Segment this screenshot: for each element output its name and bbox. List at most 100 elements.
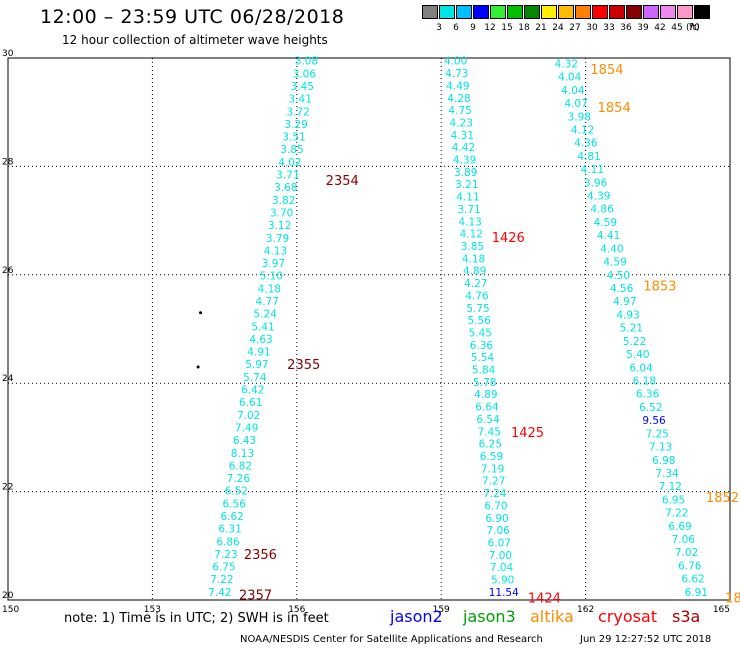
satellite-legend-item: altika [530, 607, 574, 626]
wave-height-value: 6.75 [212, 562, 235, 574]
wave-height-value: 4.49 [446, 80, 469, 92]
satellite-legend-item: s3a [672, 607, 701, 626]
wave-height-value: 4.89 [474, 389, 497, 401]
pass-time-label: 1852 [706, 491, 739, 506]
wave-height-value: 7.24 [483, 488, 507, 500]
color-scale-label: 42 [654, 23, 666, 33]
color-scale-label: 15 [501, 23, 513, 33]
wave-height-value: 11.54 [489, 587, 519, 599]
wave-height-value: 3.72 [286, 106, 309, 118]
wave-height-value: 3.71 [276, 170, 299, 182]
wave-height-value: 7.02 [675, 547, 698, 559]
wave-height-value: 4.31 [451, 130, 474, 142]
wave-height-value: 7.19 [481, 463, 504, 475]
page-title: 12:00 – 23:59 UTC 06/28/2018 [40, 6, 345, 28]
wave-height-value: 6.69 [668, 521, 691, 533]
color-swatch [473, 5, 489, 19]
wave-height-value: 5.54 [471, 352, 495, 364]
wave-height-value: 4.36 [574, 138, 598, 150]
wave-height-value: 3.79 [266, 233, 289, 245]
pass-time-label: 1853 [643, 280, 676, 295]
island-dot [196, 365, 200, 369]
wave-height-value: 4.04 [561, 85, 585, 97]
wave-height-value: 3.68 [274, 182, 297, 194]
pass-time-label: 1851 [725, 591, 740, 606]
wave-height-value: 6.76 [678, 560, 702, 572]
color-swatch [626, 5, 642, 19]
wave-height-value: 7.25 [646, 428, 669, 440]
wave-height-value: 6.54 [476, 414, 500, 426]
color-scale-label: 21 [535, 23, 547, 33]
wave-height-value: 6.91 [685, 587, 708, 599]
wave-height-value: 5.75 [466, 303, 489, 315]
wave-height-value: 5.84 [472, 365, 496, 377]
wave-height-value: 4.77 [256, 296, 279, 308]
wave-height-value: 6.98 [652, 455, 675, 467]
wave-height-value: 4.11 [581, 164, 604, 176]
color-swatch [660, 5, 676, 19]
wave-height-value: 4.89 [463, 266, 486, 278]
wave-height-value: 3.85 [461, 241, 484, 253]
x-tick-label: 165 [713, 605, 730, 615]
color-scale-label: 24 [552, 23, 564, 33]
y-tick-label: 24 [2, 374, 14, 384]
wave-height-value: 4.63 [249, 334, 272, 346]
wave-height-value: 3.08 [295, 56, 318, 68]
wave-height-value: 3.97 [262, 258, 285, 270]
wave-height-value: 5.24 [253, 309, 277, 321]
y-tick-label: 30 [2, 49, 14, 59]
wave-height-value: 6.36 [636, 389, 660, 401]
wave-height-value: 7.26 [227, 473, 251, 485]
wave-height-value: 4.02 [278, 157, 301, 169]
wave-height-value: 6.64 [475, 402, 499, 414]
wave-height-value: 4.13 [264, 245, 287, 257]
wave-height-value: 6.42 [241, 385, 264, 397]
wave-height-value: 7.45 [478, 426, 501, 438]
wave-height-value: 5.22 [623, 336, 646, 348]
wave-height-value: 7.27 [482, 476, 505, 488]
color-scale-label: 30 [586, 23, 598, 33]
wave-height-value: 3.71 [457, 204, 480, 216]
wave-height-value: 4.18 [462, 253, 485, 265]
wave-height-value: 6.52 [225, 486, 248, 498]
wave-height-value: 4.27 [464, 278, 487, 290]
wave-height-value: 6.61 [239, 397, 262, 409]
pass-time-label: 1424 [528, 591, 561, 606]
color-swatch [592, 5, 608, 19]
wave-height-value: 4.73 [445, 68, 468, 80]
color-swatch [694, 5, 710, 19]
wave-height-value: 6.62 [681, 574, 704, 586]
color-scale-label: 45 [671, 23, 683, 33]
pass-time-label: 1854 [598, 101, 631, 116]
wave-height-value: 6.62 [220, 511, 243, 523]
wave-height-value: 4.07 [564, 98, 587, 110]
wave-height-value: 6.95 [662, 494, 685, 506]
wave-height-value: 4.41 [597, 230, 620, 242]
wave-height-value: 4.59 [594, 217, 617, 229]
wave-height-value: 7.02 [237, 410, 260, 422]
wave-height-value: 6.82 [229, 460, 252, 472]
wave-height-value: 7.12 [659, 481, 682, 493]
color-scale-label: 6 [453, 23, 459, 33]
x-tick-label: 159 [433, 605, 450, 615]
wave-height-value: 4.11 [456, 192, 479, 204]
credit-line: NOAA/NESDIS Center for Satellite Applica… [240, 634, 543, 645]
wave-height-value: 6.90 [485, 513, 508, 525]
color-swatch [541, 5, 557, 19]
wave-height-value: 4.00 [444, 56, 467, 68]
wave-height-value: 4.12 [571, 124, 594, 136]
wave-height-value: 7.42 [208, 587, 231, 599]
wave-height-value: 7.22 [210, 574, 233, 586]
wave-height-value: 4.23 [450, 117, 473, 129]
wave-height-value: 4.97 [613, 296, 636, 308]
wave-height-value: 3.89 [454, 167, 477, 179]
pass-time-label: 1854 [590, 63, 623, 78]
wave-height-value: 7.49 [235, 422, 258, 434]
wave-height-value: 4.12 [460, 229, 483, 241]
wave-height-value: 6.56 [223, 498, 247, 510]
wave-height-value: 5.56 [467, 315, 491, 327]
wave-height-value: 9.56 [642, 415, 666, 427]
wave-height-value: 3.12 [268, 220, 291, 232]
color-swatch [575, 5, 591, 19]
wave-height-value: 5.10 [260, 271, 283, 283]
